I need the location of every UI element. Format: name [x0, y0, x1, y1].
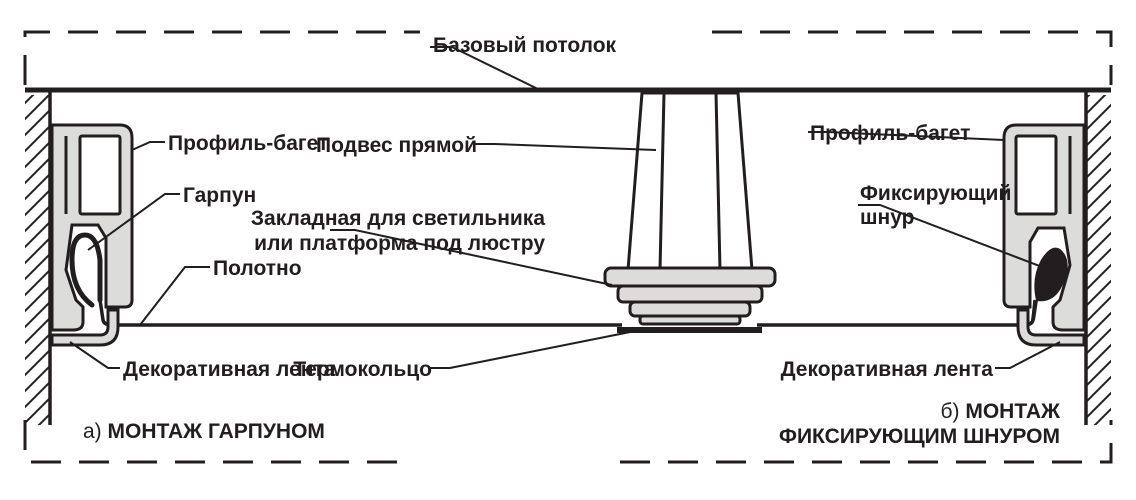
label-hanger: Подвес прямой — [316, 134, 477, 157]
label-platform-1: Закладная для светильника — [251, 207, 545, 230]
label-fix-cord-1: Фиксирующий — [860, 182, 1011, 205]
caption-a: а) МОНТАЖ ГАРПУНОМ — [83, 420, 325, 443]
label-base-ceiling: Базовый потолок — [433, 34, 617, 57]
profile-baguette-right — [1004, 125, 1084, 330]
label-profile-left: Профиль-багет — [168, 132, 328, 155]
label-profile-right: Профиль-багет — [810, 122, 970, 145]
caption-b-line1: б) МОНТАЖ — [940, 400, 1061, 423]
label-platform-2: или платформа под люстру — [254, 232, 545, 255]
label-thermoring: Термокольцо — [293, 358, 432, 381]
ceiling-hanger — [628, 93, 752, 270]
label-fix-cord-2: шнур — [860, 206, 914, 229]
section-boundary — [25, 32, 1111, 462]
label-masking-right: Декоративная лента — [781, 358, 994, 381]
wall-hatch-right — [1086, 95, 1111, 425]
caption-b-line2: ФИКСИРУЮЩИМ ШНУРОМ — [779, 425, 1060, 448]
label-harpoon: Гарпун — [183, 184, 256, 207]
wall-hatch-left — [25, 95, 50, 425]
stretch-fabric — [100, 300, 1035, 325]
label-canvas-fabric: Полотно — [213, 257, 302, 280]
light-platform — [605, 268, 775, 324]
